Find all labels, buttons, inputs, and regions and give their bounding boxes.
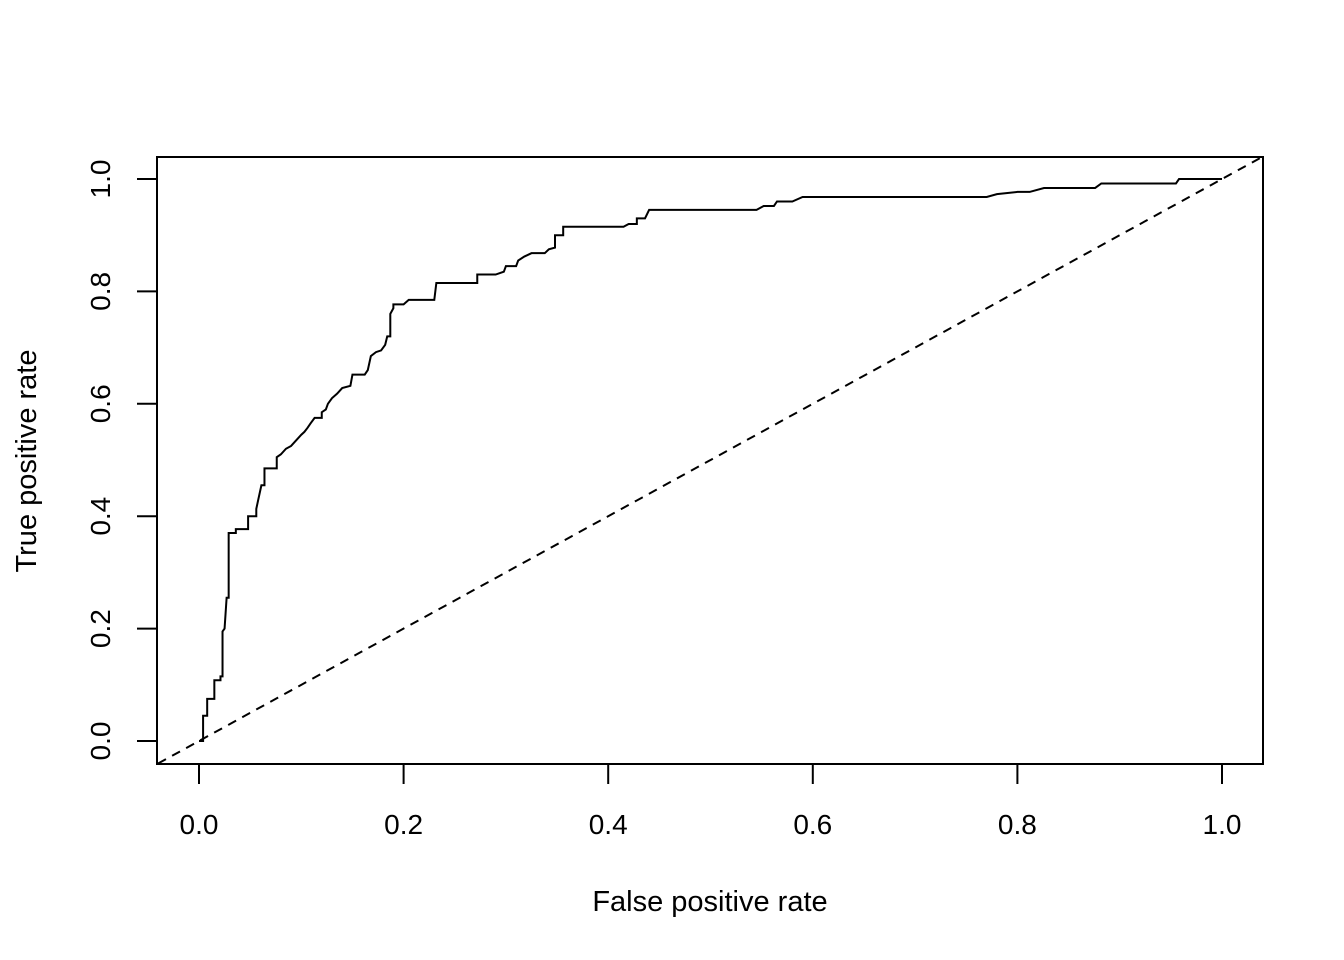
y-tick-label: 0.4 — [85, 497, 116, 536]
x-axis-label: False positive rate — [592, 886, 827, 918]
y-tick-label: 0.0 — [85, 722, 116, 761]
y-tick-label: 1.0 — [85, 160, 116, 199]
x-tick-label: 0.0 — [180, 809, 219, 840]
x-axis: 0.0 0.2 0.4 0.6 0.8 1.0 — [180, 764, 1242, 840]
x-tick-label: 0.2 — [384, 809, 423, 840]
x-tick-label: 0.8 — [998, 809, 1037, 840]
plot-area-frame — [156, 156, 1264, 765]
reference-diagonal-line — [157, 155, 1264, 765]
y-tick-label: 0.2 — [85, 609, 116, 648]
roc-curve-line — [199, 178, 1222, 742]
y-tick-label: 0.6 — [85, 384, 116, 423]
x-tick-label: 1.0 — [1203, 809, 1242, 840]
series-layer — [157, 155, 1264, 765]
y-axis-label: True positive rate — [11, 350, 43, 573]
y-axis: 0.0 0.2 0.4 0.6 0.8 1.0 — [85, 160, 157, 761]
y-tick-label: 0.8 — [85, 272, 116, 311]
x-tick-label: 0.6 — [793, 809, 832, 840]
x-tick-label: 0.4 — [589, 809, 628, 840]
